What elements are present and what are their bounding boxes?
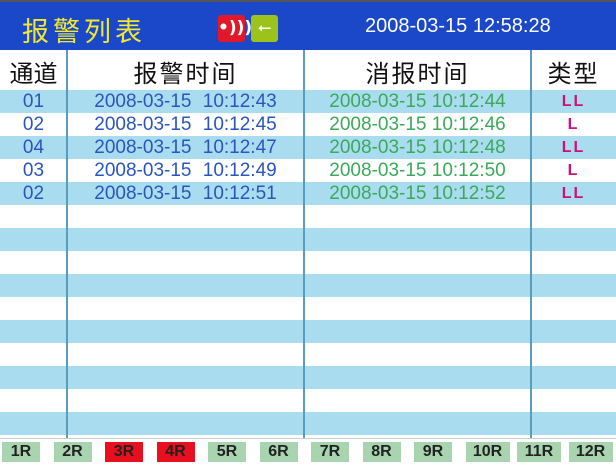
type-cell: LL [561,93,586,110]
empty-row [0,366,616,389]
page-title: 报警列表 [22,17,146,48]
empty-row [0,251,616,274]
empty-row [0,412,616,435]
clear-time-cell: 2008-03-15 10:12:52 [329,183,506,204]
channel-cell: 01 [22,91,45,112]
column-header-alarm-time: 报警时间 [133,60,238,88]
clear-time-cell: 2008-03-15 10:12:48 [329,137,506,158]
column-header-channel: 通道 [9,60,58,88]
alarm-time-cell: 2008-03-15 10:12:43 [94,91,277,112]
type-cell: LL [561,139,586,156]
column-divider [66,50,68,438]
column-divider [303,50,305,438]
empty-row [0,297,616,320]
empty-row [0,228,616,251]
relay-indicator-6r: 6R [259,442,298,462]
clear-time-cell: 2008-03-15 10:12:50 [329,160,506,181]
column-divider [530,50,532,438]
table-row: 02 2008-03-15 10:12:51 2008-03-15 10:12:52… [0,182,616,205]
relay-indicator-11r: 11R [517,442,561,462]
relay-indicator-9r: 9R [414,442,452,462]
relay-indicator-4r: 4R [156,442,195,462]
datetime-display: 2008-03-15 12:58:28 [365,15,551,37]
column-header-type: 类型 [547,60,600,88]
relay-indicator-1r: 1R [2,442,40,462]
channel-cell: 04 [22,137,45,158]
table-row: 01 2008-03-15 10:12:43 2008-03-15 10:12:44… [0,90,616,113]
column-headers: 通道 报警时间 消报时间 类型 [0,50,616,90]
header-bar: 报警列表 •))) ⭠ 2008-03-15 12:58:28 [0,0,616,50]
column-header-clear-time: 消报时间 [365,60,470,88]
empty-row [0,343,616,366]
type-cell: L [567,116,580,133]
empty-row [0,389,616,412]
empty-row [0,320,616,343]
alarm-time-cell: 2008-03-15 10:12:49 [94,160,277,181]
channel-cell: 02 [22,183,45,204]
alarm-time-cell: 2008-03-15 10:12:45 [94,114,277,135]
relay-indicator-10r: 10R [465,442,510,462]
relay-indicator-3r: 3R [105,442,143,462]
relay-indicator-8r: 8R [362,442,401,462]
relay-indicator-2r: 2R [53,442,92,462]
alarm-time-cell: 2008-03-15 10:12:47 [94,137,277,158]
table-row: 02 2008-03-15 10:12:45 2008-03-15 10:12:46… [0,113,616,136]
channel-cell: 02 [22,114,45,135]
empty-row [0,274,616,297]
usb-icon: ⭠ [251,15,278,42]
type-cell: LL [561,185,586,202]
relay-indicator-7r: 7R [311,442,349,462]
empty-row [0,205,616,228]
relay-indicator-5r: 5R [208,442,246,462]
channel-cell: 03 [22,160,45,181]
type-cell: L [567,162,580,179]
relay-status-bar: 1R 2R 3R 4R 5R 6R 7R 8R 9R 10R 11R 12R [0,438,616,464]
alarm-time-cell: 2008-03-15 10:12:51 [94,183,277,204]
clear-time-cell: 2008-03-15 10:12:44 [329,91,506,112]
alarm-sound-icon: •))) [218,15,252,42]
relay-indicator-12r: 12R [568,442,613,462]
table-row: 03 2008-03-15 10:12:49 2008-03-15 10:12:50… [0,159,616,182]
clear-time-cell: 2008-03-15 10:12:46 [329,114,506,135]
table-row: 04 2008-03-15 10:12:47 2008-03-15 10:12:48… [0,136,616,159]
